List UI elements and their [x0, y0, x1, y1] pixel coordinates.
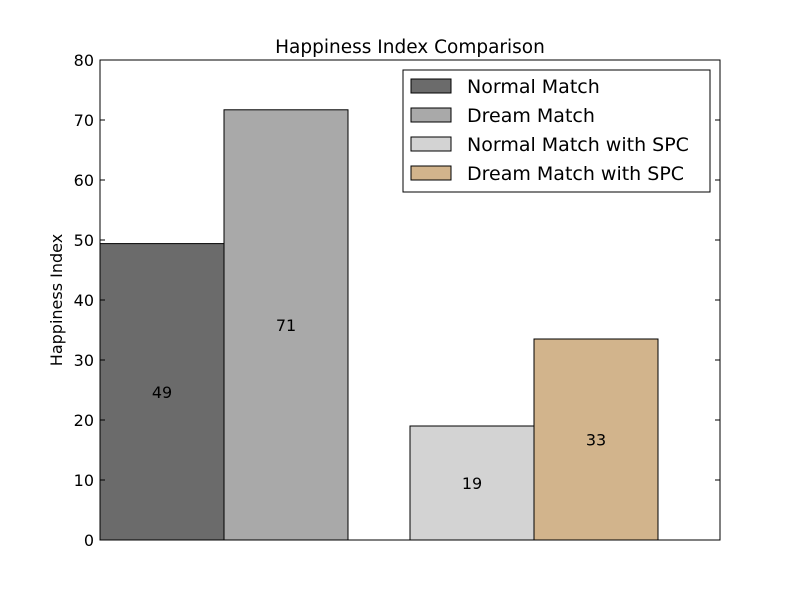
chart-title: Happiness Index Comparison: [275, 37, 545, 58]
legend-label-1: Normal Match: [467, 76, 600, 98]
bar-value-label-1: 49: [152, 383, 172, 402]
legend-label-3: Normal Match with SPC: [467, 134, 689, 156]
y-tick-label-1: 10: [74, 471, 94, 490]
y-axis-label: Happiness Index: [47, 234, 66, 366]
bar-value-label-3: 19: [462, 474, 482, 493]
y-tick-label-5: 50: [74, 231, 94, 250]
legend-box: [402, 69, 711, 193]
y-tick-label-3: 30: [74, 351, 94, 370]
legend-swatch-3: [410, 136, 452, 152]
bar-value-label-2: 71: [276, 316, 296, 335]
bar-2: [223, 109, 349, 541]
y-tick-label-4: 40: [74, 291, 94, 310]
bar-3: [409, 425, 535, 541]
legend-swatch-4: [410, 165, 452, 181]
legend-label-4: Dream Match with SPC: [467, 163, 684, 185]
plot-area: 49 71 19 33 0 10 20 30 40 50 60 70 80: [74, 51, 721, 550]
bar-value-label-4: 33: [586, 431, 606, 450]
legend: Normal Match Dream Match Normal Match with…: [402, 69, 711, 193]
legend-swatch-2: [410, 107, 452, 123]
y-tick-label-7: 70: [74, 111, 94, 130]
legend-label-2: Dream Match: [467, 105, 595, 127]
legend-swatch-1: [410, 78, 452, 94]
y-tick-label-0: 0: [84, 531, 94, 550]
y-tick-label-2: 20: [74, 411, 94, 430]
bar-4: [533, 338, 659, 541]
y-tick-label-8: 80: [74, 51, 94, 70]
y-tick-label-6: 60: [74, 171, 94, 190]
bar-1: [99, 243, 225, 541]
